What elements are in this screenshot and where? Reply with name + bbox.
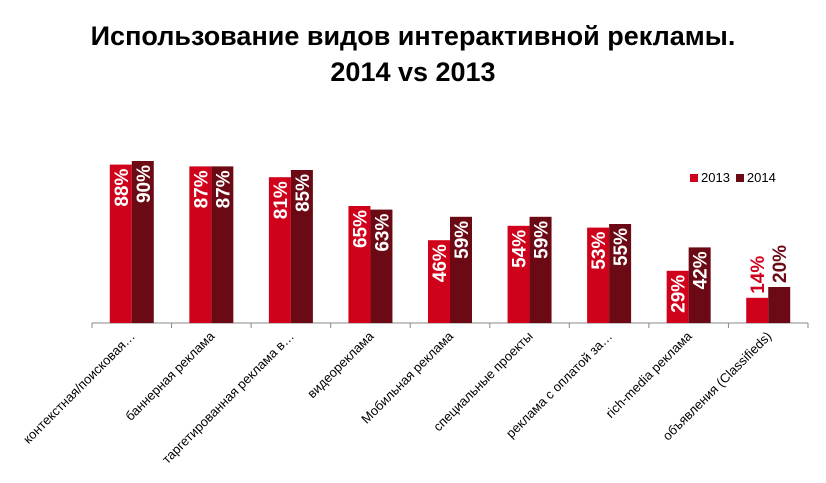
bar-2014-3 (370, 209, 393, 323)
bar-2013-4 (428, 240, 450, 323)
bar-2014-2 (290, 170, 313, 323)
data-label-2013-1: 87% (191, 170, 212, 208)
data-label-2014-1: 87% (213, 170, 234, 208)
bar-2013-6 (587, 227, 610, 323)
data-label-2014-5: 59% (532, 221, 553, 259)
bar-2014-5 (529, 216, 552, 323)
category-label-7: rich-media реклама (602, 328, 695, 421)
legend-swatch-2014 (735, 173, 744, 182)
bar-2014-1 (211, 166, 234, 323)
bar-2014-6 (609, 224, 632, 323)
data-label-2013-5: 54% (510, 230, 531, 268)
data-label-2013-6: 53% (589, 231, 610, 269)
bar-2013-8 (746, 297, 769, 323)
bar-2013-7 (666, 270, 689, 323)
category-label-0: контекстная/поисковая… (20, 329, 138, 447)
bar-2013-0 (109, 164, 132, 323)
bar-2013-1 (189, 166, 212, 323)
bar-2013-5 (507, 225, 530, 323)
legend-label-2014: 2014 (746, 170, 776, 185)
data-label-2013-8: 14% (748, 256, 769, 294)
category-label-3: видеореклама (304, 328, 377, 401)
data-label-2014-3: 63% (372, 213, 393, 251)
legend-swatch-2013 (690, 173, 698, 182)
legend-label-2013: 2013 (701, 170, 730, 185)
data-label-2014-2: 85% (293, 174, 314, 212)
bar-2014-4 (450, 216, 472, 323)
chart-title-line1: Использование видов интерактивной реклам… (90, 21, 736, 51)
data-label-2014-8: 20% (770, 245, 791, 283)
data-label-2014-0: 90% (134, 165, 155, 203)
chart-title: Использование видов интерактивной реклам… (0, 18, 826, 90)
bar-2014-8 (768, 287, 791, 323)
chart-legend: 2013 2014 (690, 170, 776, 185)
bar-2014-7 (688, 247, 711, 323)
chart-title-line2: 2014 vs 2013 (330, 57, 496, 87)
bar-2014-0 (131, 161, 154, 323)
legend-item-2014: 2014 (735, 170, 776, 185)
legend-item-2013: 2013 (690, 170, 730, 185)
data-label-2013-4: 46% (430, 244, 451, 282)
data-label-2013-7: 29% (669, 275, 690, 313)
data-label-2013-0: 88% (112, 168, 133, 206)
data-label-2014-6: 55% (611, 228, 632, 266)
data-label-2014-4: 59% (452, 221, 473, 259)
category-label-2: таргетированная реклама в… (159, 329, 297, 467)
data-label-2013-3: 65% (350, 210, 371, 248)
data-label-2014-7: 42% (691, 251, 712, 289)
category-label-1: баннерная реклама (122, 328, 218, 424)
bar-2013-2 (268, 177, 291, 323)
data-label-2013-2: 81% (271, 181, 292, 219)
bar-2013-3 (348, 206, 371, 323)
